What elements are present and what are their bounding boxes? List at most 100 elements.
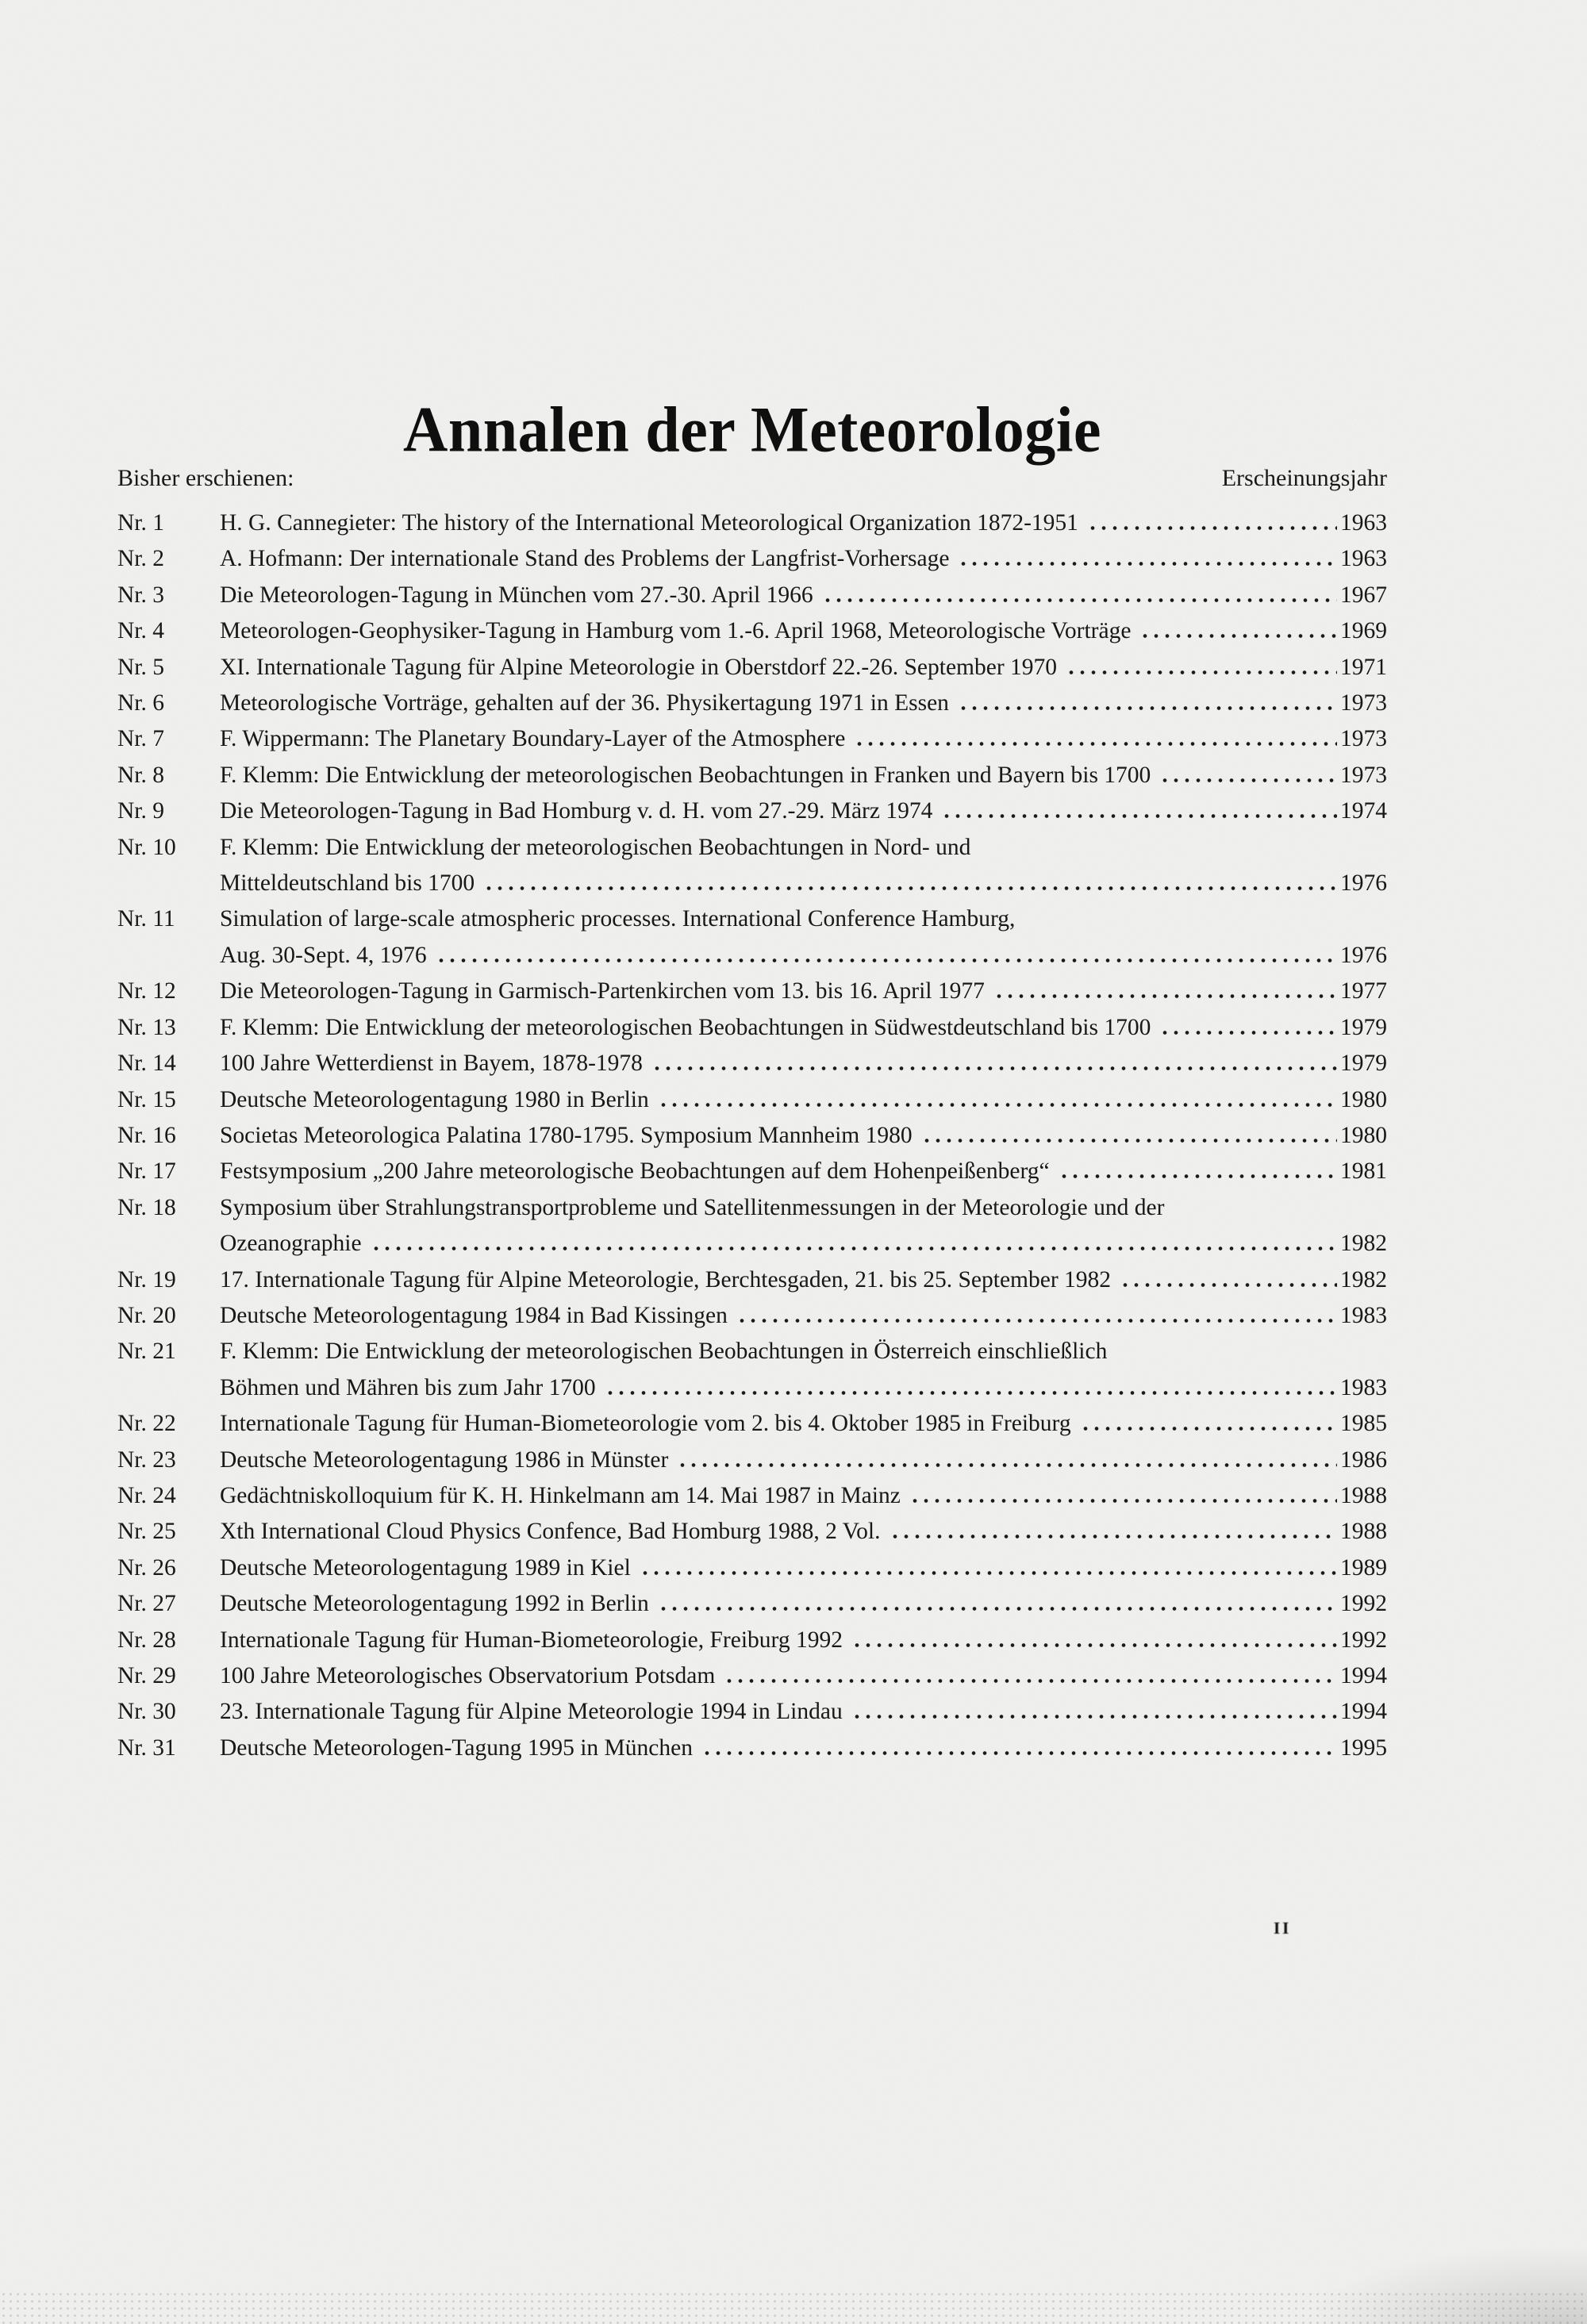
- item-line: Deutsche Meteorologentagung 1986 in Müns…: [220, 1442, 1387, 1478]
- item-number: Nr. 6: [117, 690, 164, 716]
- item-text: F. Klemm: Die Entwicklung der meteorolog…: [220, 762, 1151, 788]
- item-line: Deutsche Meteorologentagung 1984 in Bad …: [220, 1298, 1387, 1334]
- dot-leader: [724, 1679, 1337, 1683]
- dot-leader: [851, 1642, 1337, 1647]
- item-text: 100 Jahre Meteorologisches Observatorium…: [220, 1663, 716, 1688]
- dot-leader: [736, 1318, 1337, 1323]
- toc-row: Nr. 18 Symposium über Strahlungstranspor…: [117, 1190, 1387, 1262]
- toc-row: Nr. 7 F. Wippermann: The Planetary Bound…: [117, 721, 1387, 757]
- item-text: Deutsche Meteorologentagung 1989 in Kiel: [220, 1554, 631, 1581]
- dot-leader: [701, 1750, 1337, 1755]
- item-line: F. Klemm: Die Entwicklung der meteorolog…: [220, 1334, 1387, 1369]
- item-number: Nr. 30: [117, 1699, 176, 1725]
- item-year: 1982: [1340, 1231, 1387, 1257]
- item-number: Nr. 7: [117, 726, 164, 752]
- item-year: 1963: [1340, 546, 1387, 572]
- item-number: Nr. 19: [117, 1266, 176, 1293]
- item-line: 17. Internationale Tagung für Alpine Met…: [220, 1262, 1387, 1298]
- item-year: 1994: [1340, 1699, 1387, 1725]
- item-line: Mitteldeutschland bis 1700 1976: [220, 866, 1387, 901]
- toc-row: Nr. 1 H. G. Cannegieter: The history of …: [117, 505, 1387, 541]
- toc-row: Nr. 23 Deutsche Meteorologentagung 1986 …: [117, 1442, 1387, 1478]
- toc-row: Nr. 27 Deutsche Meteorologentagung 1992 …: [117, 1586, 1387, 1622]
- item-lines: Deutsche Meteorologen-Tagung 1995 in Mün…: [220, 1731, 1387, 1766]
- item-text: H. G. Cannegieter: The history of the In…: [220, 510, 1078, 536]
- item-line: H. G. Cannegieter: The history of the In…: [220, 505, 1387, 541]
- item-number: Nr. 29: [117, 1663, 176, 1688]
- item-text: A. Hofmann: Der internationale Stand des…: [220, 546, 950, 572]
- item-number: Nr. 21: [117, 1339, 176, 1365]
- item-lines: Gedächtniskolloquium für K. H. Hinkelman…: [220, 1478, 1387, 1514]
- item-number: Nr. 3: [117, 582, 164, 608]
- item-lines: A. Hofmann: Der internationale Stand des…: [220, 541, 1387, 577]
- item-year: 1981: [1340, 1158, 1387, 1185]
- item-number: Nr. 25: [117, 1519, 176, 1545]
- item-number: Nr. 5: [117, 654, 164, 680]
- item-text: Mitteldeutschland bis 1700: [220, 870, 475, 897]
- dot-leader: [651, 1066, 1337, 1071]
- item-line: Simulation of large-scale atmospheric pr…: [220, 901, 1387, 937]
- item-line: Festsymposium „200 Jahre meteorologische…: [220, 1154, 1387, 1189]
- item-year: 1983: [1340, 1302, 1387, 1328]
- item-line: 100 Jahre Wetterdienst in Bayem, 1878-19…: [220, 1046, 1387, 1081]
- toc-row: Nr. 19 17. Internationale Tagung für Alp…: [117, 1262, 1387, 1298]
- item-line: Xth International Cloud Physics Confence…: [220, 1514, 1387, 1550]
- item-year: 1967: [1340, 582, 1387, 608]
- item-line: Die Meteorologen-Tagung in München vom 2…: [220, 578, 1387, 613]
- item-line: F. Wippermann: The Planetary Boundary-La…: [220, 721, 1387, 757]
- toc-row: Nr. 5 XI. Internationale Tagung für Alpi…: [117, 650, 1387, 686]
- item-lines: Meteorologen-Geophysiker-Tagung in Hambu…: [220, 613, 1387, 649]
- dot-leader: [821, 597, 1337, 602]
- item-number: Nr. 26: [117, 1554, 176, 1581]
- item-year: 1992: [1340, 1591, 1387, 1617]
- dot-leader: [920, 1138, 1337, 1143]
- item-year: 1973: [1340, 690, 1387, 716]
- item-number: Nr. 31: [117, 1734, 176, 1761]
- item-text: F. Klemm: Die Entwicklung der meteorolog…: [220, 1014, 1151, 1040]
- item-number: Nr. 16: [117, 1122, 176, 1148]
- dot-leader: [1086, 526, 1337, 530]
- toc-row: Nr. 11 Simulation of large-scale atmosph…: [117, 901, 1387, 974]
- item-number: Nr. 10: [117, 834, 176, 860]
- toc-row: Nr. 30 23. Internationale Tagung für Alp…: [117, 1694, 1387, 1730]
- item-year: 1995: [1340, 1734, 1387, 1761]
- item-year: 1973: [1340, 726, 1387, 752]
- item-number: Nr. 8: [117, 762, 164, 788]
- dot-leader: [854, 742, 1337, 747]
- toc-row: Nr. 4 Meteorologen-Geophysiker-Tagung in…: [117, 613, 1387, 649]
- item-lines: Symposium über Strahlungstransportproble…: [220, 1190, 1387, 1262]
- dot-leader: [657, 1607, 1337, 1611]
- item-lines: 100 Jahre Wetterdienst in Bayem, 1878-19…: [220, 1046, 1387, 1081]
- item-number: Nr. 2: [117, 546, 164, 572]
- item-text: 17. Internationale Tagung für Alpine Met…: [220, 1266, 1112, 1293]
- item-line: Symposium über Strahlungstransportproble…: [220, 1190, 1387, 1226]
- item-year: 1989: [1340, 1554, 1387, 1581]
- toc-row: Nr. 16 Societas Meteorologica Palatina 1…: [117, 1118, 1387, 1154]
- item-lines: F. Klemm: Die Entwicklung der meteorolog…: [220, 758, 1387, 793]
- dot-leader: [889, 1535, 1337, 1539]
- item-line: A. Hofmann: Der internationale Stand des…: [220, 541, 1387, 577]
- scan-halftone-band: [0, 2291, 1587, 2324]
- item-text: F. Klemm: Die Entwicklung der meteorolog…: [220, 834, 971, 860]
- toc-row: Nr. 28 Internationale Tagung für Human-B…: [117, 1623, 1387, 1658]
- item-year: 1988: [1340, 1519, 1387, 1545]
- item-year: 1992: [1340, 1627, 1387, 1653]
- item-text: Die Meteorologen-Tagung in München vom 2…: [220, 582, 813, 608]
- dot-leader: [1079, 1427, 1337, 1431]
- item-text: XI. Internationale Tagung für Alpine Met…: [220, 654, 1058, 680]
- item-line: F. Klemm: Die Entwicklung der meteorolog…: [220, 758, 1387, 793]
- page-title: Annalen der Meteorologie: [403, 393, 1101, 466]
- item-year: 1988: [1340, 1482, 1387, 1508]
- item-line: F. Klemm: Die Entwicklung der meteorolog…: [220, 830, 1387, 866]
- dot-leader: [1159, 1030, 1337, 1035]
- item-text: Die Meteorologen-Tagung in Garmisch-Part…: [220, 978, 985, 1005]
- item-lines: H. G. Cannegieter: The history of the In…: [220, 505, 1387, 541]
- item-line: Deutsche Meteorologentagung 1989 in Kiel…: [220, 1550, 1387, 1586]
- item-year: 1971: [1340, 654, 1387, 680]
- dot-leader: [657, 1102, 1337, 1107]
- item-text: 23. Internationale Tagung für Alpine Met…: [220, 1699, 843, 1725]
- item-lines: Deutsche Meteorologentagung 1986 in Müns…: [220, 1442, 1387, 1478]
- item-text: Ozeanographie: [220, 1231, 362, 1257]
- item-lines: F. Wippermann: The Planetary Boundary-La…: [220, 721, 1387, 757]
- scan-corner-smudge: [1301, 2245, 1587, 2324]
